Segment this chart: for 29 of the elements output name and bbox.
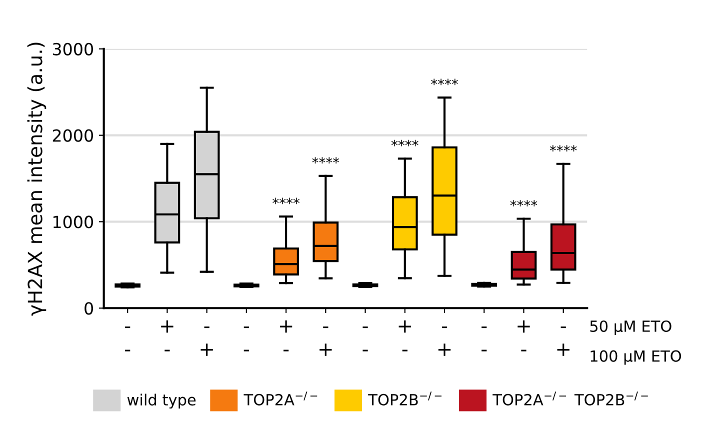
x-tick-label: - +	[557, 326, 570, 356]
x-tick-label: - -	[362, 326, 368, 352]
x-tick-label: + -	[280, 320, 292, 352]
x-tick-label: - +	[438, 326, 451, 356]
x-tick-label: + -	[398, 320, 411, 352]
x-tick-label: - -	[244, 326, 249, 352]
x-tick-label: - +	[320, 326, 332, 356]
legend-label: TOP2A$^{−/−}$ TOP2B$^{−/−}$	[492, 392, 648, 406]
x-tick-label: + -	[518, 320, 530, 352]
annotation: ****	[391, 140, 418, 146]
annotation: ****	[510, 200, 538, 206]
y-tick-label: 3000	[52, 42, 93, 56]
annotation: ****	[312, 157, 340, 164]
annotation: ****	[431, 78, 458, 86]
x-tick-label: - -	[125, 326, 130, 352]
x-tick-label: - +	[200, 326, 213, 356]
text: 50 µM ETO	[590, 320, 672, 335]
x-tick-label: + -	[161, 320, 174, 352]
annotation: ****	[550, 145, 577, 152]
x-tick-label: - -	[482, 326, 487, 352]
legend-label: TOP2A$^{−/−}$	[244, 392, 318, 406]
y-tick-label: 0	[84, 302, 93, 315]
legend-label: wild type	[127, 394, 196, 409]
y-axis-title: γH2AX mean intensity (a.u.)	[27, 42, 46, 316]
y-tick-label: 2000	[52, 129, 93, 142]
legend-label: TOP2B$^{−/−}$	[368, 392, 442, 406]
annotation: ****	[272, 198, 300, 204]
y-tick-label: 1000	[54, 216, 93, 228]
text: 100 µM ETO	[590, 350, 682, 365]
